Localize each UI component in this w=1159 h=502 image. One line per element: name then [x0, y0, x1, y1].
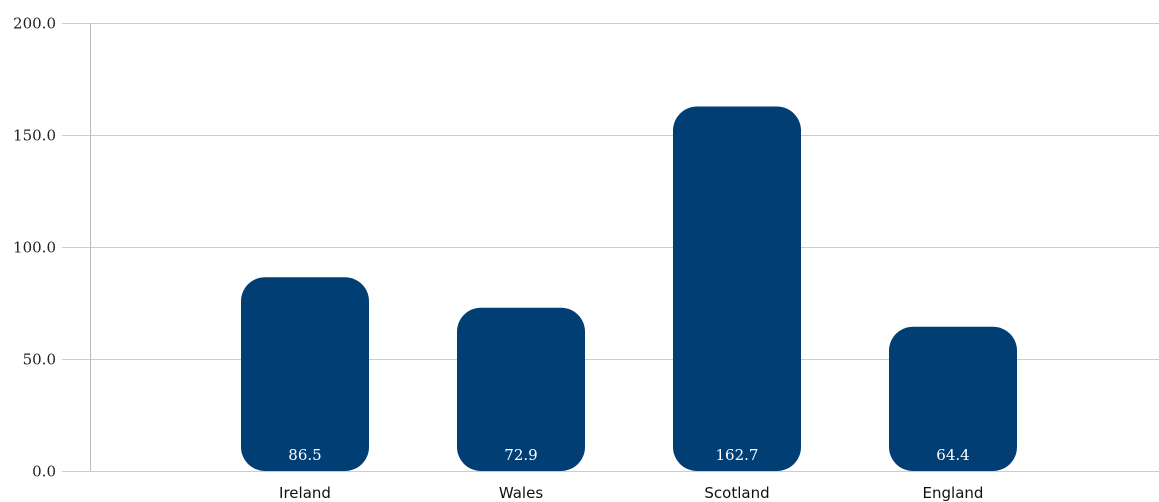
bar	[241, 277, 369, 471]
x-category-label: Ireland	[279, 484, 331, 502]
y-tick-label: 50.0	[23, 351, 56, 369]
bar-value-label: 72.9	[504, 446, 537, 464]
y-axis-tick-labels: 0.0 50.0 100.0 150.0 200.0	[13, 15, 56, 481]
x-category-label: England	[923, 484, 984, 502]
bar-value-label: 162.7	[716, 446, 759, 464]
bar	[673, 106, 801, 471]
bars: 86.5 72.9 162.7 64.4	[241, 106, 1017, 471]
x-category-label: Scotland	[704, 484, 769, 502]
y-tick-label: 150.0	[13, 127, 56, 145]
x-category-label: Wales	[499, 484, 543, 502]
bar-value-label: 86.5	[288, 446, 321, 464]
bar	[889, 326, 1017, 471]
y-tick-label: 0.0	[32, 463, 56, 481]
bar-value-label: 64.4	[936, 446, 969, 464]
bar	[457, 307, 585, 471]
y-tick-label: 200.0	[13, 15, 56, 33]
x-axis-category-labels: Ireland Wales Scotland England	[279, 484, 983, 502]
y-tick-label: 100.0	[13, 239, 56, 257]
